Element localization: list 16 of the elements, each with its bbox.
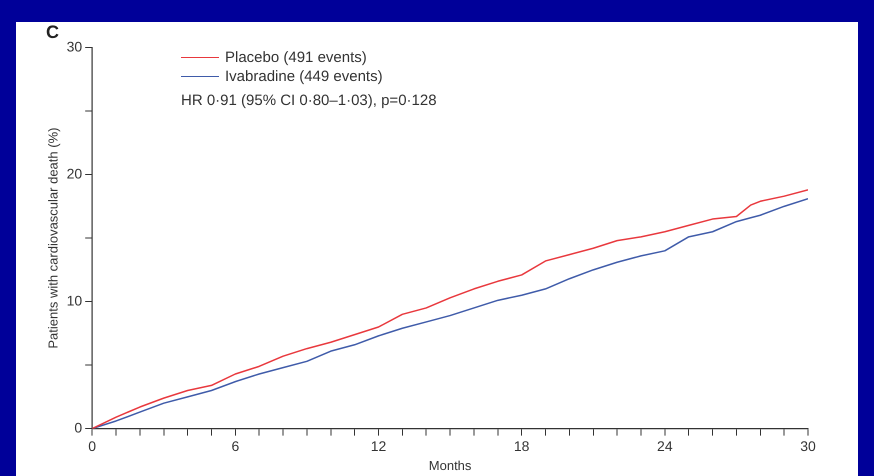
y-tick-label: 10 [66, 292, 82, 308]
chart-title: C [46, 22, 59, 42]
legend-label: Ivabradine (449 events) [225, 67, 383, 86]
legend-label: Placebo (491 events) [225, 48, 367, 67]
x-tick-label: 18 [514, 438, 530, 454]
x-axis-title: Months [428, 458, 472, 473]
annotation: HR 0·91 (95% CI 0·80–1·03), p=0·128 [181, 91, 437, 110]
x-tick-label: 12 [370, 438, 386, 454]
x-tick-label: 0 [88, 438, 96, 454]
x-tick-label: 24 [657, 438, 673, 454]
y-axis-title: Patients with cardiovascular death (%) [45, 128, 60, 349]
x-tick-label: 30 [800, 438, 816, 454]
y-tick-label: 20 [66, 165, 82, 182]
x-tick-label: 6 [231, 438, 240, 454]
y-tick-label: 0 [74, 419, 82, 436]
y-tick-label: 30 [66, 38, 82, 54]
